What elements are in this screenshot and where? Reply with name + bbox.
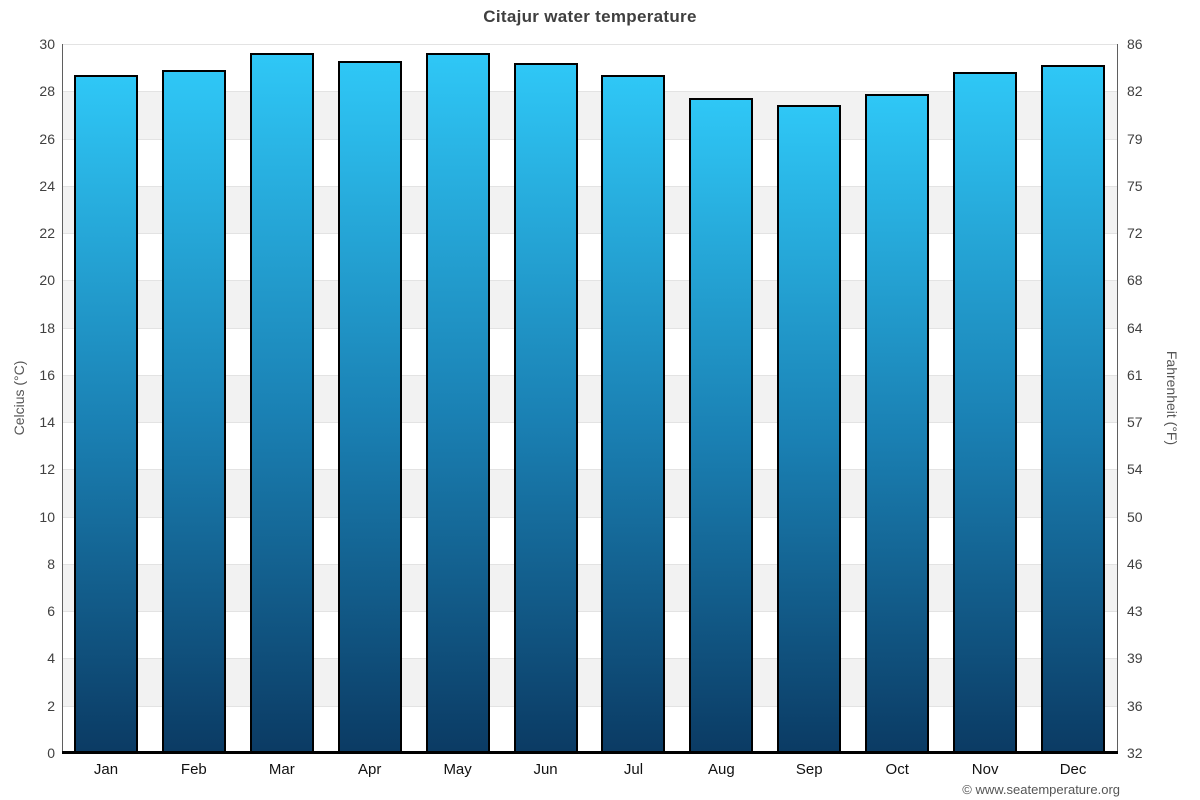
y-tick-left-16: 16	[39, 366, 55, 383]
bar-jan	[73, 74, 138, 753]
y-tick-left-18: 18	[39, 319, 55, 336]
y-tick-right-50: 50	[1127, 508, 1143, 525]
bar-jun	[513, 62, 578, 753]
y-tick-left-20: 20	[39, 272, 55, 289]
y-tick-right-86: 86	[1127, 36, 1143, 52]
gridline	[62, 280, 1117, 282]
y-tick-right-43: 43	[1127, 603, 1143, 620]
background-band	[62, 422, 1117, 470]
y-tick-left-22: 22	[39, 225, 55, 242]
bar-apr	[337, 60, 402, 753]
background-band	[62, 374, 1117, 423]
chart-title: Citajur water temperature	[483, 7, 697, 26]
y-tick-right-64: 64	[1127, 319, 1143, 336]
gridline	[62, 469, 1117, 471]
x-tick-may: May	[443, 761, 472, 778]
background-band	[62, 44, 1117, 92]
y-tick-left-28: 28	[39, 83, 55, 100]
right-axis-line	[1117, 44, 1118, 753]
gridline	[62, 658, 1117, 660]
bar-aug	[689, 98, 754, 753]
x-tick-jul: Jul	[623, 761, 644, 778]
y-tick-right-46: 46	[1127, 555, 1143, 572]
background-band	[62, 185, 1117, 234]
y-tick-right-79: 79	[1127, 130, 1143, 147]
y-tick-right-36: 36	[1127, 697, 1143, 714]
y-tick-left-6: 6	[47, 603, 55, 620]
x-tick-nov: Nov	[971, 761, 999, 778]
x-tick-feb: Feb	[180, 761, 207, 778]
gridline	[62, 611, 1117, 613]
gridline	[62, 422, 1117, 424]
y-tick-left-10: 10	[39, 508, 55, 525]
x-tick-apr: Apr	[358, 761, 382, 778]
bar-feb	[161, 69, 226, 753]
y-tick-right-82: 82	[1127, 83, 1143, 100]
copyright-text: © www.seatemperature.org	[962, 782, 1120, 797]
bar-sep	[777, 105, 842, 753]
y-tick-left-24: 24	[39, 177, 55, 194]
x-axis-baseline	[62, 751, 1118, 754]
y-tick-right-57: 57	[1127, 414, 1143, 431]
background-band	[62, 138, 1117, 186]
y-tick-left-4: 4	[47, 650, 55, 667]
x-tick-jun: Jun	[533, 761, 558, 778]
gridline	[62, 138, 1117, 140]
background-band	[62, 469, 1117, 517]
y-tick-right-75: 75	[1127, 177, 1143, 194]
y-tick-right-39: 39	[1127, 650, 1143, 667]
background-band	[62, 658, 1117, 706]
bar-oct	[865, 93, 930, 753]
bar-mar	[249, 53, 314, 753]
x-tick-jan: Jan	[93, 761, 119, 778]
x-tick-dec: Dec	[1059, 761, 1087, 778]
x-tick-oct: Oct	[885, 761, 909, 778]
y-tick-right-32: 32	[1127, 745, 1143, 761]
left-axis-title: Celcius (°C)	[11, 360, 27, 436]
bar-dec	[1041, 65, 1106, 753]
y-tick-right-54: 54	[1127, 461, 1143, 478]
background-band	[62, 611, 1117, 659]
bar-may	[425, 53, 490, 753]
gridline	[62, 563, 1117, 565]
gridline	[62, 327, 1117, 329]
y-tick-right-68: 68	[1127, 272, 1143, 289]
bar-jul	[601, 74, 666, 753]
gridline	[62, 44, 1117, 45]
background-band	[62, 516, 1117, 564]
right-axis-title: Fahrenheit (°F)	[1164, 350, 1180, 446]
gridline	[62, 185, 1117, 187]
gridline	[62, 91, 1117, 93]
bar-nov	[953, 72, 1018, 753]
y-tick-left-2: 2	[47, 697, 55, 714]
plot-area	[62, 44, 1117, 753]
y-tick-left-26: 26	[39, 130, 55, 147]
gridline	[62, 233, 1117, 235]
y-tick-left-8: 8	[47, 555, 55, 572]
x-tick-mar: Mar	[268, 761, 295, 778]
x-tick-aug: Aug	[708, 761, 735, 778]
y-tick-left-30: 30	[39, 36, 55, 52]
background-band	[62, 327, 1117, 375]
background-band	[62, 563, 1117, 612]
y-tick-right-61: 61	[1127, 366, 1143, 383]
background-band	[62, 280, 1117, 328]
background-band	[62, 705, 1117, 753]
y-tick-right-72: 72	[1127, 225, 1143, 242]
x-tick-sep: Sep	[795, 761, 823, 778]
background-band	[62, 233, 1117, 281]
gridline	[62, 374, 1117, 376]
background-band	[62, 91, 1117, 139]
gridline	[62, 705, 1117, 707]
y-tick-left-0: 0	[47, 745, 55, 761]
y-tick-left-12: 12	[39, 461, 55, 478]
left-axis-line	[62, 44, 63, 753]
y-tick-left-14: 14	[39, 414, 55, 431]
gridline	[62, 516, 1117, 518]
